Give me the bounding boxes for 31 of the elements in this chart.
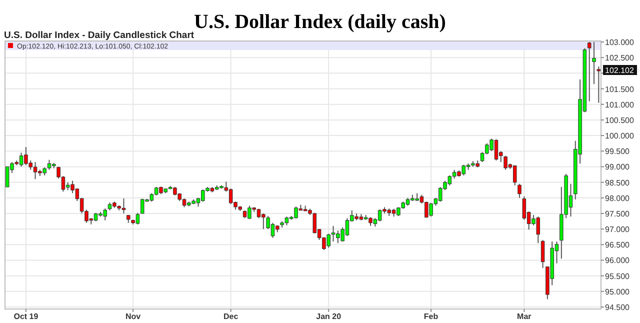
y-tick-label: 98.500 [605, 178, 630, 188]
x-tick-label: Mar [517, 312, 532, 321]
y-tick-label: 100.500 [605, 116, 634, 125]
y-tick-label: 97.500 [605, 209, 630, 218]
y-tick-label: 95.500 [605, 272, 630, 281]
y-tick-label: 96.500 [605, 240, 630, 250]
y-tick-label: 100.000 [605, 132, 634, 141]
x-tick-label: Feb [424, 312, 438, 321]
candlestick [540, 239, 545, 269]
candlestick [587, 42, 592, 102]
y-tick-label: 99.500 [605, 147, 630, 156]
y-tick-label: 97.000 [605, 225, 630, 234]
y-tick-label: 101.500 [605, 84, 634, 94]
text: 102.102 [605, 66, 634, 75]
candlestick [518, 183, 522, 198]
chart-subtitle: U.S. Dollar Index - Daily Candlestick Chart [4, 30, 195, 41]
y-tick-label: 96.000 [605, 256, 630, 266]
y-tick-label: 99.000 [605, 162, 630, 172]
y-tick-label: 101.000 [605, 100, 634, 110]
y-tick-label: 102.500 [605, 54, 634, 63]
chart-title: U.S. Dollar Index (daily cash) [194, 11, 446, 33]
y-tick-label: 95.000 [605, 287, 630, 296]
x-tick-label: Nov [125, 312, 142, 321]
candlestick [596, 66, 601, 104]
candlestick [592, 42, 596, 85]
y-tick-label: 103.000 [605, 38, 634, 47]
y-tick-label: 94.500 [605, 303, 630, 312]
x-tick-label: Oct 19 [14, 312, 39, 321]
x-tick-label: Dec [223, 312, 239, 321]
x-tick-label: Jan 20 [316, 312, 342, 321]
y-tick-label: 98.000 [605, 194, 630, 203]
